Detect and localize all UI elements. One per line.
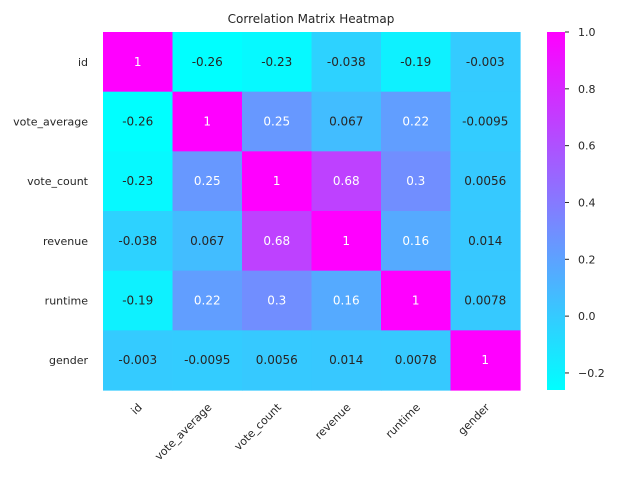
cell-value-label: 1 bbox=[134, 55, 142, 69]
heatmap-cell bbox=[103, 211, 174, 272]
cell-value-label: -0.26 bbox=[192, 55, 223, 69]
row-label: vote_count bbox=[27, 175, 89, 188]
heatmap-cell bbox=[103, 330, 174, 391]
heatmap-cell bbox=[381, 270, 452, 331]
heatmap-cell bbox=[450, 151, 521, 212]
heatmap-cell bbox=[450, 330, 521, 391]
heatmap-cell bbox=[381, 91, 452, 152]
heatmap-cell bbox=[311, 32, 382, 93]
column-label: revenue bbox=[312, 401, 353, 442]
column-label: id bbox=[129, 401, 145, 417]
cell-value-label: 0.0078 bbox=[464, 294, 506, 308]
heatmap-cell bbox=[381, 330, 452, 391]
heatmap-cell bbox=[242, 151, 313, 212]
heatmap-cell bbox=[103, 151, 174, 212]
row-label: vote_average bbox=[13, 116, 88, 129]
cell-value-label: 0.22 bbox=[402, 115, 429, 129]
cell-value-label: -0.0095 bbox=[184, 353, 230, 367]
column-label: runtime bbox=[383, 401, 423, 441]
heatmap-cell bbox=[103, 32, 174, 93]
heatmap-cell bbox=[311, 151, 382, 212]
cell-value-label: -0.003 bbox=[118, 353, 157, 367]
colorbar bbox=[547, 32, 565, 390]
heatmap-cell bbox=[172, 330, 243, 391]
heatmap-cell bbox=[311, 270, 382, 331]
cell-value-label: 0.014 bbox=[468, 234, 502, 248]
cell-value-label: 0.0056 bbox=[256, 353, 298, 367]
cell-value-label: -0.23 bbox=[261, 55, 292, 69]
colorbar-ticks: 1.0 0.8 0.6 0.4 0.2 0.0 −0.2 bbox=[565, 26, 605, 380]
cell-value-label: 0.0056 bbox=[464, 174, 506, 188]
cell-value-label: 0.22 bbox=[194, 294, 221, 308]
cell-value-label: -0.0095 bbox=[462, 115, 508, 129]
heatmap-cell bbox=[450, 211, 521, 272]
colorbar-tick-label: 1.0 bbox=[578, 26, 596, 39]
cell-value-label: 1 bbox=[481, 353, 489, 367]
cell-value-label: 0.014 bbox=[329, 353, 363, 367]
column-label: vote_count bbox=[232, 400, 285, 453]
cell-value-label: 0.0078 bbox=[395, 353, 437, 367]
colorbar-tick-label: 0.8 bbox=[578, 83, 596, 96]
heatmap-cell bbox=[311, 330, 382, 391]
row-label: id bbox=[78, 56, 88, 69]
cell-value-label: 1 bbox=[412, 294, 420, 308]
cell-value-label: -0.19 bbox=[122, 294, 153, 308]
cell-value-label: -0.26 bbox=[122, 115, 153, 129]
colorbar-tick-label: 0.6 bbox=[578, 140, 596, 153]
heatmap-cell bbox=[242, 32, 313, 93]
heatmap-cell bbox=[450, 270, 521, 331]
heatmap-cell bbox=[450, 32, 521, 93]
heatmap-cell bbox=[311, 211, 382, 272]
heatmap-cell bbox=[381, 151, 452, 212]
heatmap-cell bbox=[242, 330, 313, 391]
heatmap-cell bbox=[172, 151, 243, 212]
heatmap-cell bbox=[172, 211, 243, 272]
heatmap-cell bbox=[381, 211, 452, 272]
cell-value-label: -0.19 bbox=[400, 55, 431, 69]
heatmap-cell bbox=[172, 91, 243, 152]
cell-value-label: 1 bbox=[342, 234, 350, 248]
cell-value-label: 0.3 bbox=[406, 174, 425, 188]
chart-title: Correlation Matrix Heatmap bbox=[228, 12, 395, 26]
row-label: revenue bbox=[43, 235, 88, 248]
cell-value-label: 0.25 bbox=[194, 174, 221, 188]
cell-value-label: 0.16 bbox=[402, 234, 429, 248]
cell-value-label: 0.68 bbox=[263, 234, 290, 248]
cell-value-label: 0.3 bbox=[267, 294, 286, 308]
row-label: runtime bbox=[45, 295, 89, 308]
heatmap-cell bbox=[103, 270, 174, 331]
column-labels: id vote_average vote_count revenue runtime ge… bbox=[129, 400, 493, 463]
cell-value-label: 1 bbox=[273, 174, 281, 188]
cell-value-label: 0.25 bbox=[263, 115, 290, 129]
heatmap-cell bbox=[242, 270, 313, 331]
heatmap-cell bbox=[311, 91, 382, 152]
cell-value-label: -0.038 bbox=[327, 55, 366, 69]
cell-value-label: 0.067 bbox=[190, 234, 224, 248]
heatmap-cell bbox=[103, 91, 174, 152]
colorbar-tick-label: 0.2 bbox=[578, 253, 596, 266]
cell-value-label: 0.067 bbox=[329, 115, 363, 129]
colorbar-tick-label: 0.0 bbox=[578, 310, 596, 323]
heatmap-cell bbox=[242, 211, 313, 272]
heatmap-cell bbox=[242, 91, 313, 152]
column-label: vote_average bbox=[152, 401, 214, 463]
row-label: gender bbox=[49, 354, 88, 367]
colorbar-tick-label: −0.2 bbox=[578, 367, 605, 380]
heatmap-cell bbox=[381, 32, 452, 93]
cell-value-label: 0.68 bbox=[333, 174, 360, 188]
cell-value-label: 0.16 bbox=[333, 294, 360, 308]
heatmap-cells: 1 -0.26 -0.23 -0.038 -0.19 -0.003 -0.26 1 0.25 0.… bbox=[103, 32, 521, 391]
cell-value-label: -0.038 bbox=[118, 234, 157, 248]
cell-value-label: -0.23 bbox=[122, 174, 153, 188]
heatmap-cell bbox=[450, 91, 521, 152]
heatmap-cell bbox=[172, 32, 243, 93]
heatmap-cell bbox=[172, 270, 243, 331]
cell-value-label: 1 bbox=[203, 115, 211, 129]
colorbar-tick-label: 0.4 bbox=[578, 196, 596, 209]
cell-value-label: -0.003 bbox=[466, 55, 505, 69]
column-label: gender bbox=[456, 401, 493, 438]
